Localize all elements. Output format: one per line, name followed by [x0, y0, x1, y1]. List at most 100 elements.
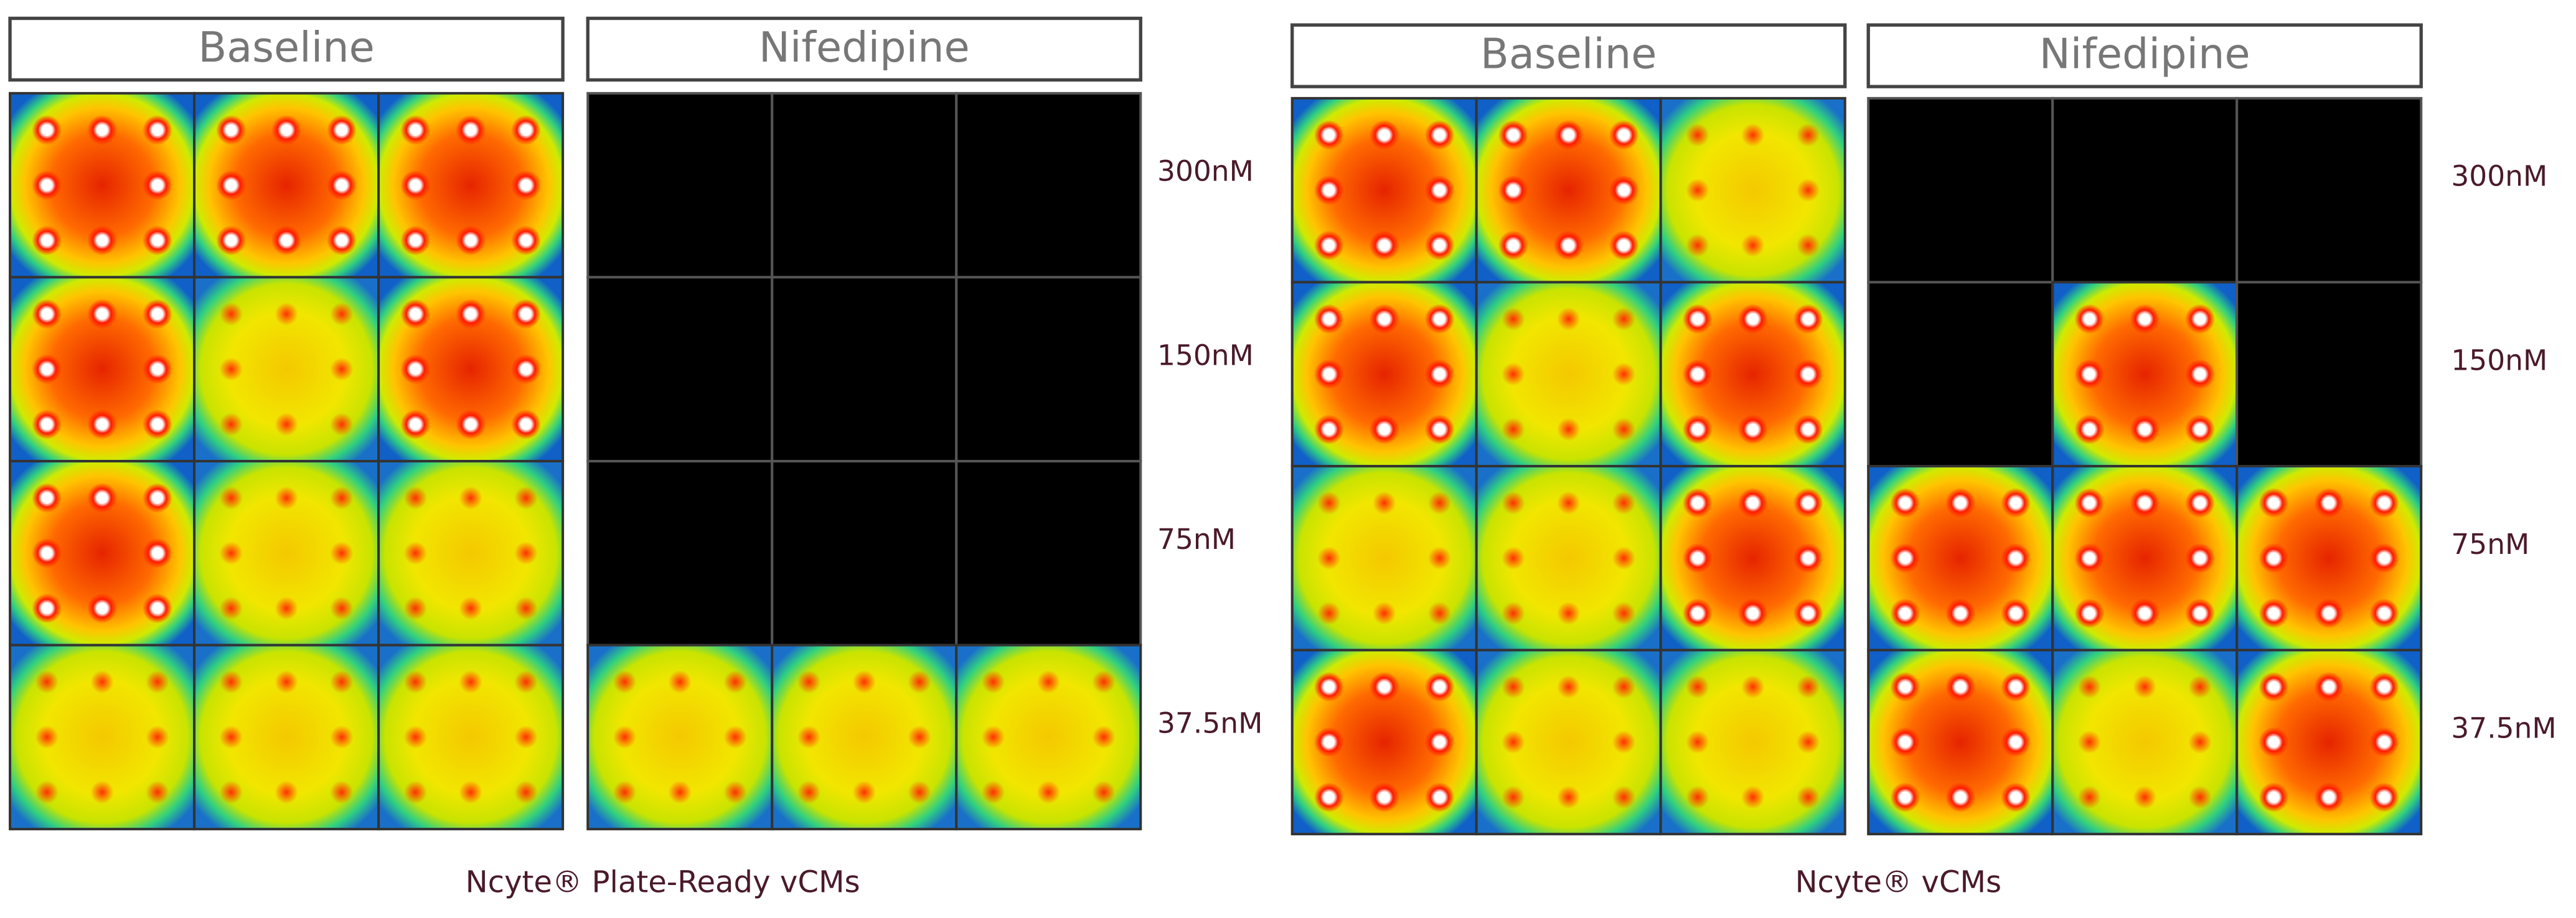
electrode: [981, 780, 1005, 804]
electrode: [400, 354, 431, 385]
well-tile: [586, 276, 774, 462]
electrode: [275, 596, 298, 621]
well-tile: [377, 459, 565, 647]
inactive-well: [1867, 96, 2054, 284]
electrode: [1612, 546, 1636, 570]
electrode: [1372, 491, 1396, 515]
electrode: [1092, 780, 1116, 804]
electrode: [2184, 414, 2216, 444]
well-tile: [1659, 464, 1846, 652]
electrode: [2130, 598, 2160, 629]
electrode: [456, 409, 486, 439]
electrode: [219, 413, 243, 436]
well-tile: [9, 459, 196, 647]
well-tile: [193, 91, 380, 279]
electrode: [1612, 785, 1636, 809]
electrode: [2369, 598, 2400, 629]
well-tile: [586, 91, 774, 279]
electrode: [2000, 782, 2031, 813]
well-tile: [1290, 281, 1478, 468]
well-tile: [955, 276, 1142, 462]
well-tile: [1867, 281, 2054, 468]
electrode: [326, 170, 357, 200]
well-tile: [586, 644, 774, 831]
electrode: [142, 409, 172, 439]
electrode: [2184, 359, 2216, 390]
electrode: [1314, 175, 1344, 205]
electrode: [1612, 307, 1636, 331]
electrode: [981, 670, 1005, 694]
electrode: [403, 596, 428, 621]
electrode: [1890, 727, 1920, 757]
electrode: [87, 593, 118, 624]
electrode: [330, 302, 354, 326]
electrode: [216, 225, 247, 256]
electrode: [403, 541, 428, 565]
electrode: [142, 225, 172, 256]
electrode: [1424, 304, 1455, 334]
electrode: [2130, 414, 2160, 444]
electrode: [1686, 178, 1709, 202]
electrode: [510, 225, 541, 256]
electrode: [1686, 730, 1709, 754]
condition-header-box: [586, 16, 1142, 82]
electrode: [1796, 730, 1820, 754]
electrode: [32, 170, 62, 200]
inactive-well: [771, 91, 958, 279]
electrode: [2188, 730, 2212, 754]
well-tile: [1475, 464, 1662, 652]
electrode: [1682, 488, 1713, 518]
electrode: [1427, 491, 1452, 515]
electrode: [330, 780, 354, 804]
electrode: [1037, 670, 1060, 694]
electrode: [908, 780, 931, 804]
well-tile: [193, 459, 380, 647]
electrode: [1314, 359, 1344, 390]
electrode: [1424, 119, 1455, 151]
electrode: [1502, 307, 1525, 331]
well-tile: [2235, 464, 2423, 652]
electrode: [908, 670, 931, 694]
electrode: [2133, 785, 2156, 809]
electrode: [2000, 727, 2031, 757]
electrode: [219, 596, 243, 621]
electrode: [510, 409, 541, 439]
electrode: [400, 225, 431, 256]
electrode: [1737, 488, 1768, 518]
electrode: [1737, 598, 1768, 629]
electrode: [330, 725, 354, 749]
panel-caption: Ncyte® vCMs: [1795, 864, 2002, 899]
well-tile: [1290, 96, 1478, 284]
well-tile: [9, 644, 196, 831]
electrode: [32, 409, 62, 439]
electrode: [2130, 488, 2160, 518]
electrode: [1686, 785, 1709, 809]
electrode: [514, 486, 538, 510]
well-tile: [1475, 281, 1662, 468]
well-tile: [377, 276, 565, 462]
electrode: [1741, 675, 1765, 699]
electrode: [1314, 727, 1344, 757]
electrode: [403, 725, 428, 749]
electrode: [400, 409, 431, 439]
electrode: [510, 354, 541, 385]
electrode: [35, 780, 59, 804]
electrode: [142, 115, 172, 146]
well-tile: [1290, 464, 1478, 652]
electrode: [90, 670, 114, 694]
well-tile: [586, 459, 774, 647]
electrode: [1945, 598, 1976, 629]
electrode: [146, 670, 169, 694]
well-tile: [1659, 649, 1846, 836]
inactive-well: [2235, 281, 2423, 468]
electrode: [797, 670, 821, 694]
well-tile: [1475, 649, 1662, 836]
electrode: [1369, 230, 1399, 261]
electrode: [219, 725, 243, 749]
electrode: [326, 225, 357, 256]
electrode: [1369, 304, 1399, 334]
inactive-well: [2235, 96, 2423, 284]
electrode: [1427, 601, 1452, 625]
electrode: [32, 483, 62, 513]
electrode: [1369, 782, 1399, 813]
